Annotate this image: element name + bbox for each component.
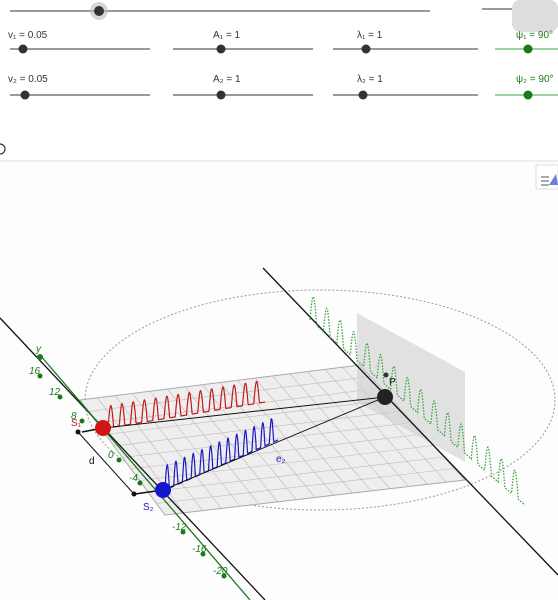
grid-line (105, 399, 392, 435)
axis-label: y (35, 344, 42, 355)
grid-line (130, 433, 424, 470)
axis-tick-label: 0 (108, 450, 114, 461)
slider-knob[interactable] (216, 44, 226, 54)
grid-line (113, 410, 403, 447)
slider-label: ψ₂ = 90° (516, 74, 554, 85)
axis-tick (57, 394, 63, 400)
slider-knob[interactable] (94, 6, 104, 16)
slider-label: v₁ = 0.05 (8, 30, 48, 41)
axis-tick-label: -12 (172, 522, 187, 533)
line (0, 317, 266, 600)
point[interactable] (383, 372, 389, 378)
axis-tick (79, 418, 85, 424)
ray (102, 396, 386, 429)
ray (162, 396, 386, 491)
button[interactable] (512, 0, 558, 32)
slider-label: λ₁ = 1 (357, 30, 383, 41)
slider-label: A₁ = 1 (213, 30, 240, 41)
source-1[interactable] (95, 420, 111, 436)
point-label: S₁ (71, 418, 82, 429)
slider-knob[interactable] (523, 90, 533, 100)
axis-tick-label: -20 (213, 566, 228, 577)
wave (107, 380, 266, 429)
y-axis (39, 354, 251, 600)
view-icon (549, 174, 558, 185)
grid-line (147, 456, 445, 493)
point[interactable] (131, 491, 137, 497)
axis-tick-label: -16 (192, 544, 207, 555)
axis-tick (180, 529, 186, 535)
axis-tick (137, 480, 143, 486)
slider-knob[interactable] (523, 44, 533, 54)
axis-tick (221, 573, 227, 579)
slider-label: ψ₁ = 90° (516, 30, 553, 41)
menu-icon (541, 176, 549, 186)
axis-tick (37, 373, 43, 379)
point-label: P (389, 377, 396, 388)
vector-label: e₂ (276, 454, 286, 465)
slider-knob[interactable] (361, 44, 371, 54)
slider-label: λ₂ = 1 (357, 74, 383, 85)
axis-tick-label: 16 (29, 366, 41, 377)
slider-knob[interactable] (216, 90, 226, 100)
slider-knob[interactable] (358, 90, 368, 100)
axis-tick (200, 551, 206, 557)
axis-tick (116, 457, 122, 463)
axis-tick-label: 8 (71, 411, 77, 422)
grid-line (96, 387, 382, 424)
source-2[interactable] (155, 482, 171, 498)
grid-line (122, 422, 413, 458)
wave (309, 295, 526, 506)
slider-label: A₂ = 1 (213, 74, 241, 85)
slider-panel: v₁ = 0.05 A₁ = 1 λ₁ = 1 ψ₁ = 90° v₂ = 0.05 A₂… (8, 30, 558, 100)
point-label: S₂ (143, 502, 154, 513)
axis-tick-label: 12 (49, 387, 61, 398)
slider-knob[interactable] (18, 44, 28, 54)
axis-tick-label: -4 (129, 473, 138, 484)
ellipse (84, 289, 556, 511)
slider-knob[interactable] (20, 90, 30, 100)
line (262, 267, 558, 576)
segment-label: d (89, 456, 95, 467)
slider-label: v₂ = 0.05 (8, 74, 48, 85)
point[interactable] (75, 429, 81, 435)
screen-plane (357, 313, 465, 462)
axis-point (37, 354, 43, 360)
axis-ticks: 16 12 8 0 -4 -12 -16 -20 (29, 366, 228, 579)
grid-line (156, 468, 455, 504)
grid-line (88, 376, 371, 412)
point-p[interactable] (377, 389, 393, 405)
grid-line (139, 445, 434, 481)
segment (77, 431, 135, 495)
icon[interactable] (0, 143, 6, 155)
